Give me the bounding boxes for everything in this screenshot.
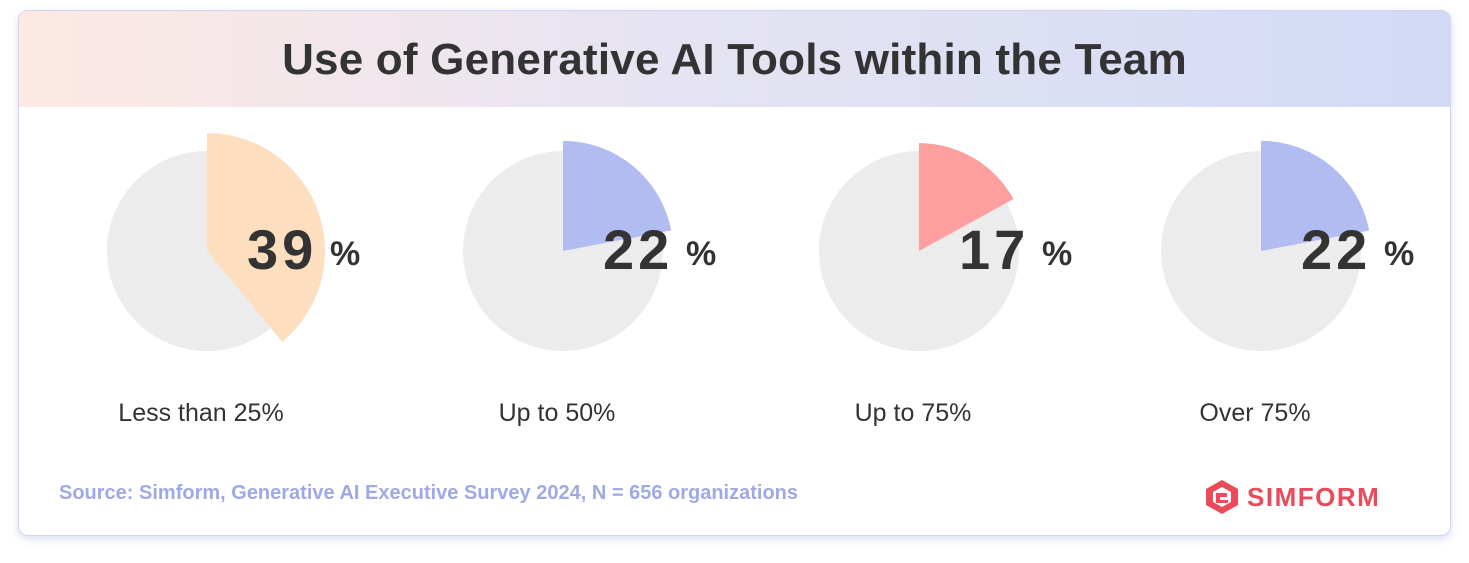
category-label: Over 75% bbox=[1199, 399, 1310, 427]
percent-sign: % bbox=[1384, 235, 1414, 273]
pie-slice bbox=[1261, 140, 1370, 251]
title-banner: Use of Generative AI Tools within the Te… bbox=[19, 11, 1450, 107]
pie-slice bbox=[563, 140, 672, 251]
value-label: 39 bbox=[247, 218, 317, 281]
infographic-card: Use of Generative AI Tools within the Te… bbox=[18, 10, 1451, 536]
pie-slice bbox=[207, 133, 325, 342]
percent-sign: % bbox=[1042, 235, 1072, 273]
source-note: Source: Simform, Generative AI Executive… bbox=[59, 482, 799, 504]
pie-group: 17 % Up to 75% bbox=[819, 143, 1072, 427]
simform-logo: SIMFORM bbox=[1203, 477, 1380, 517]
logo-text: SIMFORM bbox=[1247, 481, 1381, 512]
category-label: Up to 50% bbox=[499, 399, 616, 427]
pie-group: 22 % Over 75% bbox=[1161, 140, 1414, 427]
pie-group: 22 % Up to 50% bbox=[463, 140, 716, 427]
value-label: 17 bbox=[959, 218, 1029, 281]
value-label: 22 bbox=[603, 218, 673, 281]
percent-sign: % bbox=[686, 235, 716, 273]
simform-logo-icon bbox=[1206, 480, 1238, 514]
pie-group: 39 % Less than 25% bbox=[107, 133, 360, 427]
category-label: Up to 75% bbox=[855, 399, 972, 427]
pie-charts: 39 % Less than 25% 22 % Up to 50% 17 % Up to 75%… bbox=[107, 133, 1414, 427]
chart-title: Use of Generative AI Tools within the Te… bbox=[282, 35, 1187, 84]
category-label: Less than 25% bbox=[118, 399, 283, 427]
pie-slice bbox=[919, 143, 1014, 251]
percent-sign: % bbox=[330, 235, 360, 273]
value-label: 22 bbox=[1301, 218, 1371, 281]
